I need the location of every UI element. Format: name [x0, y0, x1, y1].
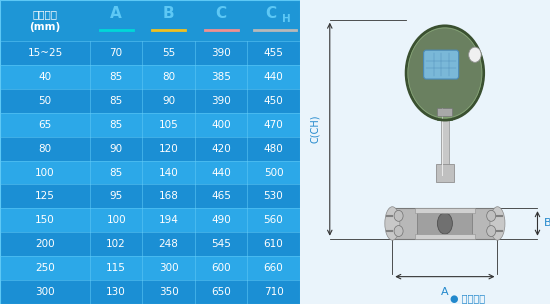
Circle shape: [487, 226, 496, 237]
Text: 420: 420: [211, 143, 231, 154]
Bar: [441, 108, 449, 176]
Text: 140: 140: [159, 168, 179, 178]
Text: 560: 560: [263, 215, 283, 225]
Ellipse shape: [437, 213, 453, 234]
Bar: [0, 65, 300, 89]
Text: 85: 85: [109, 72, 123, 82]
Text: C: C: [216, 6, 227, 21]
Ellipse shape: [490, 207, 505, 240]
Text: 80: 80: [39, 143, 52, 154]
Text: 85: 85: [109, 168, 123, 178]
Bar: [0, 0, 300, 41]
Text: 95: 95: [109, 192, 123, 202]
Text: 530: 530: [263, 192, 283, 202]
Text: 70: 70: [109, 48, 123, 58]
Text: 100: 100: [35, 168, 55, 178]
Bar: [415, 234, 475, 239]
Text: 仪表口径
(mm): 仪表口径 (mm): [29, 9, 60, 32]
Text: 450: 450: [263, 96, 283, 106]
Circle shape: [394, 210, 403, 221]
Circle shape: [406, 26, 483, 120]
Text: 490: 490: [211, 215, 231, 225]
Circle shape: [394, 226, 403, 237]
Bar: [0, 208, 300, 232]
Circle shape: [487, 210, 496, 221]
Text: C(CH): C(CH): [310, 115, 320, 143]
Text: 440: 440: [211, 168, 231, 178]
Text: 480: 480: [263, 143, 283, 154]
Text: 350: 350: [159, 287, 179, 297]
Text: 385: 385: [211, 72, 231, 82]
Text: 545: 545: [211, 239, 231, 249]
Text: 300: 300: [159, 263, 178, 273]
Text: 600: 600: [211, 263, 231, 273]
Text: 90: 90: [162, 96, 175, 106]
Text: 55: 55: [162, 48, 175, 58]
Bar: [0, 280, 300, 304]
Text: 85: 85: [109, 120, 123, 130]
Text: 300: 300: [35, 287, 55, 297]
Text: 85: 85: [109, 96, 123, 106]
Text: A: A: [111, 6, 122, 21]
Text: 194: 194: [158, 215, 179, 225]
Text: B: B: [163, 6, 174, 21]
Bar: [0, 161, 300, 185]
Text: 80: 80: [162, 72, 175, 82]
Bar: [442, 108, 443, 176]
Text: 470: 470: [263, 120, 283, 130]
Bar: [0, 41, 300, 65]
Circle shape: [469, 47, 481, 62]
FancyBboxPatch shape: [424, 50, 459, 79]
Text: 500: 500: [263, 168, 283, 178]
Text: 440: 440: [263, 72, 283, 82]
Text: ● 常规仪表: ● 常规仪表: [450, 293, 485, 303]
Bar: [417, 210, 472, 237]
Bar: [0, 256, 300, 280]
Ellipse shape: [385, 207, 400, 240]
Text: 250: 250: [35, 263, 55, 273]
Text: 65: 65: [39, 120, 52, 130]
Bar: [415, 208, 475, 213]
Bar: [0, 185, 300, 208]
Text: 90: 90: [109, 143, 123, 154]
Text: 105: 105: [159, 120, 179, 130]
Text: 15~25: 15~25: [28, 48, 63, 58]
Bar: [0, 137, 300, 161]
Text: B: B: [544, 219, 550, 228]
Text: 610: 610: [263, 239, 283, 249]
Text: 125: 125: [35, 192, 55, 202]
Text: 102: 102: [106, 239, 126, 249]
Text: 390: 390: [211, 96, 231, 106]
Text: 248: 248: [158, 239, 179, 249]
Bar: [436, 164, 454, 182]
Text: C: C: [265, 6, 276, 21]
Bar: [437, 108, 453, 116]
Text: 465: 465: [211, 192, 231, 202]
Text: H: H: [282, 14, 290, 24]
Text: 710: 710: [263, 287, 283, 297]
Text: 100: 100: [106, 215, 126, 225]
Text: 400: 400: [211, 120, 231, 130]
Text: 168: 168: [158, 192, 179, 202]
Text: 660: 660: [263, 263, 283, 273]
Text: 650: 650: [211, 287, 231, 297]
Text: 390: 390: [211, 48, 231, 58]
Text: A: A: [441, 287, 449, 297]
Bar: [392, 208, 497, 239]
Text: 115: 115: [106, 263, 126, 273]
Bar: [0, 113, 300, 137]
Text: 40: 40: [39, 72, 52, 82]
Text: 50: 50: [39, 96, 52, 106]
Bar: [0, 89, 300, 113]
Bar: [0, 232, 300, 256]
Bar: [437, 108, 453, 120]
Text: 150: 150: [35, 215, 55, 225]
Text: 120: 120: [159, 143, 179, 154]
Text: 455: 455: [263, 48, 283, 58]
Text: 130: 130: [106, 287, 126, 297]
Text: 200: 200: [35, 239, 55, 249]
